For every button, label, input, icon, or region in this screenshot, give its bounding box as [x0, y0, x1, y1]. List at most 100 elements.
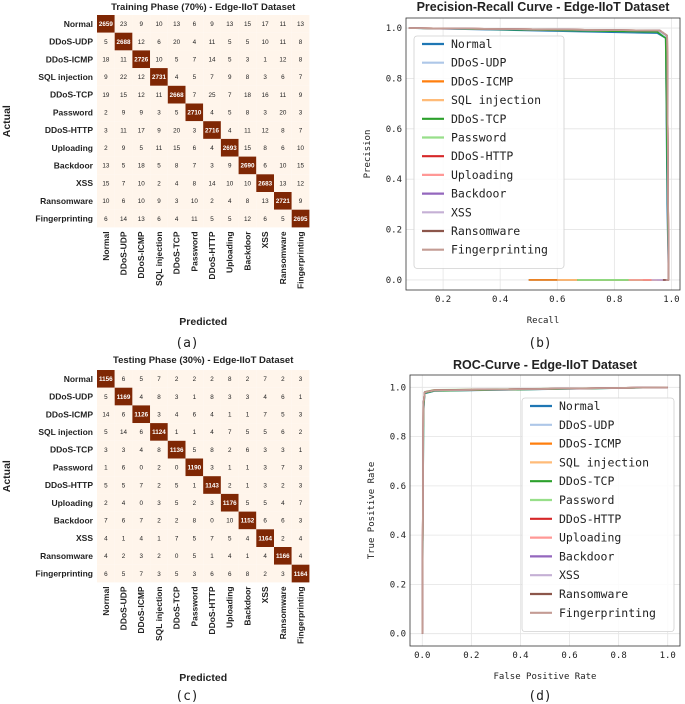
train-confusion-matrix-cell	[203, 50, 221, 69]
test-confusion-matrix-cell	[167, 476, 186, 494]
test-confusion-matrix-cell-value: 6	[122, 518, 126, 525]
test-confusion-matrix-cell	[203, 458, 221, 477]
train-confusion-matrix-cell	[203, 32, 221, 51]
train-confusion-matrix-cell	[97, 85, 115, 104]
test-confusion-matrix-col-label: DDoS-TCP	[172, 586, 182, 629]
train-confusion-matrix-cell-value: 4	[175, 180, 179, 187]
test-confusion-matrix-cell-value: 6	[246, 447, 250, 454]
train-confusion-matrix-cell-value: 12	[244, 216, 252, 223]
roc-chart-y-tick-label: 0.2	[390, 580, 406, 590]
test-confusion-matrix-cell-value: 3	[281, 571, 285, 578]
test-confusion-matrix-cell	[238, 511, 257, 530]
train-confusion-matrix-cell	[150, 121, 168, 139]
train-confusion-matrix-cell-value: 13	[297, 21, 305, 28]
test-confusion-matrix-cell	[203, 405, 221, 424]
test-confusion-matrix-cell-value: 6	[122, 411, 126, 418]
test-confusion-matrix-cell	[238, 564, 257, 583]
train-confusion-matrix-cell-value: 5	[193, 74, 197, 81]
train-confusion-matrix-cell	[203, 103, 221, 122]
test-confusion-matrix-cell	[150, 547, 168, 565]
test-confusion-matrix-cell	[238, 387, 257, 406]
test-confusion-matrix-cell	[185, 547, 204, 565]
train-confusion-matrix-cell	[97, 50, 115, 69]
test-confusion-matrix-cell	[114, 493, 133, 512]
roc-chart-legend-label: DDoS-ICMP	[559, 437, 621, 451]
test-confusion-matrix-cell	[256, 511, 274, 530]
train-confusion-matrix-cell-value: 5	[139, 145, 143, 152]
roc-chart-legend-label: Uploading	[559, 531, 621, 545]
subcaption: (b)	[528, 336, 551, 351]
roc-chart-legend-label: DDoS-HTTP	[559, 512, 621, 526]
test-confusion-matrix-cell-value: 3	[228, 394, 232, 401]
test-confusion-matrix-cell	[97, 529, 115, 547]
test-confusion-matrix-cell-value: 0	[175, 465, 179, 472]
train-confusion-matrix: Training Phase (70%) - Edge-IIoT Dataset…	[1, 2, 310, 328]
train-confusion-matrix-cell	[150, 50, 168, 69]
test-confusion-matrix-cell	[274, 423, 292, 441]
train-confusion-matrix-cell-value: 11	[280, 21, 287, 28]
train-confusion-matrix-cell	[274, 32, 292, 51]
train-confusion-matrix-cell-value: 3	[299, 110, 303, 117]
train-confusion-matrix-col-label: Normal	[101, 231, 111, 260]
train-confusion-matrix-cell	[185, 192, 204, 210]
train-confusion-matrix-cell	[256, 103, 274, 122]
test-confusion-matrix-row-label: SQL injection	[38, 427, 93, 437]
train-confusion-matrix-cell	[132, 121, 151, 139]
train-confusion-matrix-ylabel: Actual	[1, 105, 13, 137]
train-confusion-matrix-cell	[167, 103, 186, 122]
precision-recall-chart-x-tick-label: 0.8	[606, 295, 622, 305]
train-confusion-matrix-cell-value: 5	[122, 163, 126, 170]
roc-chart-y-tick-label: 0.4	[390, 531, 406, 541]
test-confusion-matrix-cell-value: 3	[299, 411, 303, 418]
train-confusion-matrix-cell-value: 2659	[99, 21, 114, 28]
test-confusion-matrix-cell-value: 8	[210, 447, 214, 454]
train-confusion-matrix-row-label: Fingerprinting	[35, 214, 93, 224]
test-confusion-matrix-cell	[114, 387, 133, 406]
test-confusion-matrix-cell-value: 3	[299, 518, 303, 525]
train-confusion-matrix-cell-value: 5	[228, 39, 232, 46]
train-confusion-matrix-cell-value: 2693	[223, 145, 238, 152]
train-confusion-matrix-cell-value: 11	[156, 92, 163, 99]
train-confusion-matrix-cell-value: 5	[210, 216, 214, 223]
train-confusion-matrix-cell	[97, 209, 115, 228]
test-confusion-matrix-cell-value: 1	[246, 465, 250, 472]
train-confusion-matrix-cell	[185, 138, 204, 157]
test-confusion-matrix-cell	[203, 440, 221, 459]
test-confusion-matrix-cell	[220, 564, 239, 583]
precision-recall-chart-y-tick-label: 0.6	[386, 125, 402, 135]
test-confusion-matrix-cell-value: 4	[104, 553, 108, 560]
train-confusion-matrix-cell	[185, 68, 204, 86]
test-confusion-matrix-cell	[203, 529, 221, 547]
train-confusion-matrix-cell-value: 6	[122, 198, 126, 205]
roc-chart-legend-label: XSS	[559, 568, 580, 582]
test-confusion-matrix-cell	[185, 405, 204, 424]
precision-recall-chart-legend-label: DDoS-UDP	[451, 56, 506, 70]
test-confusion-matrix-col-label: Backdoor	[242, 586, 252, 626]
train-confusion-matrix-cell	[167, 138, 186, 157]
train-confusion-matrix-cell	[167, 15, 186, 33]
train-confusion-matrix-cell	[274, 103, 292, 122]
train-confusion-matrix-cell	[238, 103, 257, 122]
test-confusion-matrix-cell-value: 1	[246, 411, 250, 418]
test-confusion-matrix-cell	[185, 423, 204, 441]
test-confusion-matrix-cell-value: 1	[228, 465, 232, 472]
train-confusion-matrix-cell	[203, 85, 221, 104]
train-confusion-matrix-cell-value: 6	[281, 74, 285, 81]
train-confusion-matrix-cell	[167, 192, 186, 210]
test-confusion-matrix-cell	[274, 493, 292, 512]
train-confusion-matrix-cell	[132, 156, 151, 175]
test-confusion-matrix-cell-value: 2	[157, 465, 161, 472]
train-confusion-matrix-cell-value: 5	[246, 39, 250, 46]
test-confusion-matrix-cell-value: 5	[263, 500, 267, 507]
test-confusion-matrix-cell	[238, 405, 257, 424]
train-confusion-matrix-cell	[220, 209, 239, 228]
train-confusion-matrix-cell	[256, 192, 274, 210]
train-confusion-matrix-cell-value: 6	[193, 21, 197, 28]
train-confusion-matrix-cell	[114, 138, 133, 157]
train-confusion-matrix-cell-value: 12	[138, 74, 146, 81]
test-confusion-matrix-cell	[132, 511, 151, 530]
test-confusion-matrix-row-label: Password	[53, 462, 93, 472]
test-confusion-matrix-cell-value: 4	[246, 535, 250, 542]
test-confusion-matrix-col-label: XSS	[260, 586, 270, 603]
train-confusion-matrix-cell	[238, 174, 257, 192]
